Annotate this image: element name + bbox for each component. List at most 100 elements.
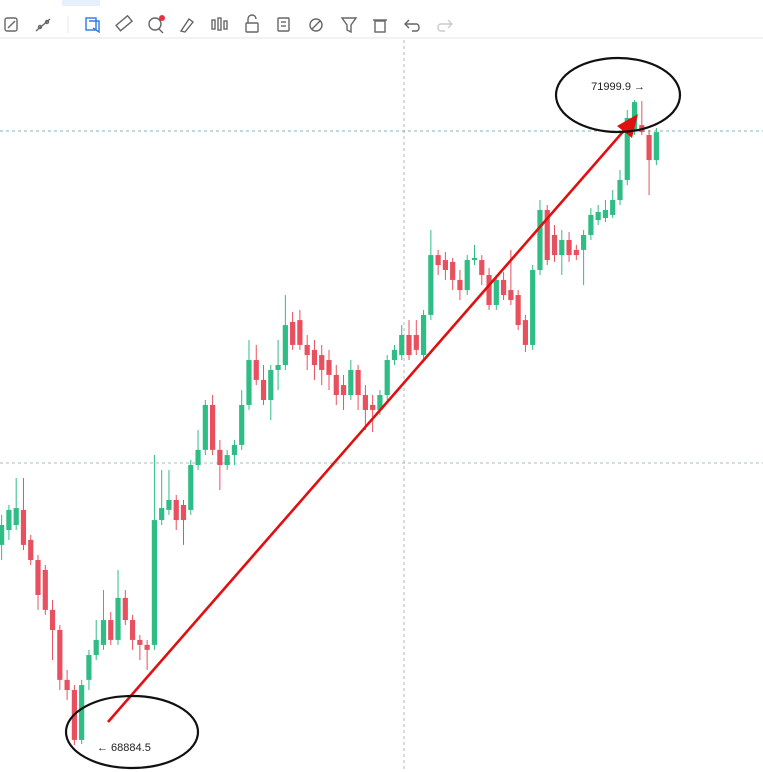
candle-body [450,261,456,280]
candle-body [333,374,339,396]
candle-body [13,508,19,526]
candle-body [537,209,543,270]
candle-body [282,325,288,366]
candle-body [493,279,499,305]
candle-body [653,132,659,161]
tool-icon[interactable] [245,14,259,33]
tool-icon[interactable] [340,17,358,34]
candle-body [544,209,550,261]
tool-icon[interactable] [4,17,18,32]
candle-body [442,260,448,270]
candle-body [370,404,376,410]
candle-body [486,274,492,305]
tool-icon[interactable] [179,17,194,33]
candle-body [326,360,332,375]
candle-body [646,135,652,161]
tool-icon[interactable] [277,17,290,32]
candles [0,100,659,745]
trend-arrow [107,125,629,723]
tool-icon[interactable] [373,19,387,33]
candle-body [144,644,150,650]
candle-body [377,395,383,410]
highlight-ellipse [554,56,682,134]
candle-body [391,349,398,361]
candle-body [20,509,27,545]
candle-body [311,349,318,366]
tool-icon[interactable] [85,17,100,34]
candle-body [0,525,5,545]
tool-icon[interactable] [404,19,420,32]
candle-body [319,355,325,370]
candle-body [348,369,354,396]
tool-icon[interactable] [115,14,134,32]
candle-body [122,597,128,621]
candle-body [610,200,616,215]
candle-body [93,639,99,656]
candle-body [49,609,56,630]
candle-body [362,395,368,410]
candle-body [42,569,48,610]
max-price-label: 71999.9 → [591,81,645,93]
candle-body [399,334,405,356]
candle-body [457,279,463,291]
candle-body [435,255,441,266]
candle-body [573,249,579,256]
candle-body [581,235,587,250]
candle-body [253,360,259,380]
candle-body [406,334,412,356]
candle-body [57,629,63,680]
candle-body [304,344,310,356]
candle-body [500,279,507,296]
candle-body [617,179,623,201]
candle-body [115,597,121,640]
candle-body [420,314,427,356]
candle-body [275,365,281,370]
candle-body [413,334,419,350]
candle-body [195,449,201,465]
candle-body [471,257,478,261]
candle-body [166,499,172,510]
candle-body [246,360,252,405]
highlight-ellipse [64,694,200,770]
candle-body [515,295,521,326]
candle-body [64,679,70,691]
candle-body [231,444,238,456]
candle-body [268,369,274,400]
active-tab [62,0,100,6]
candle-body [159,508,165,521]
candle-body [588,214,594,236]
tool-icon[interactable] [148,17,164,34]
candle-body [340,385,347,396]
candle-body [522,320,529,345]
candle-body [551,235,558,256]
candle-body [624,118,630,180]
candle-body [173,499,179,521]
labels: 71999.9 → ← 68884.5 [97,81,645,754]
candle-body [602,209,609,219]
toolbar [0,0,763,39]
tool-icon[interactable] [309,18,323,32]
candle-body [290,321,296,345]
candle-body [297,320,303,345]
candle-body [28,539,34,561]
candle-body [239,404,245,445]
candle-body [559,239,565,256]
candle-body [384,360,390,396]
candle-body [566,239,572,256]
candle-body [217,449,223,465]
candle-body [6,509,12,531]
candle-body [86,655,92,680]
candle-body [188,464,194,510]
tool-icon[interactable] [437,19,453,32]
tool-icon[interactable] [211,17,228,31]
candle-body [464,260,470,291]
candle-body [355,369,361,396]
candle-body [260,379,267,400]
candle-body [35,560,41,596]
annotation [64,56,682,770]
candle-body [530,269,536,345]
candle-body [129,620,136,640]
tool-icon[interactable] [35,18,51,32]
